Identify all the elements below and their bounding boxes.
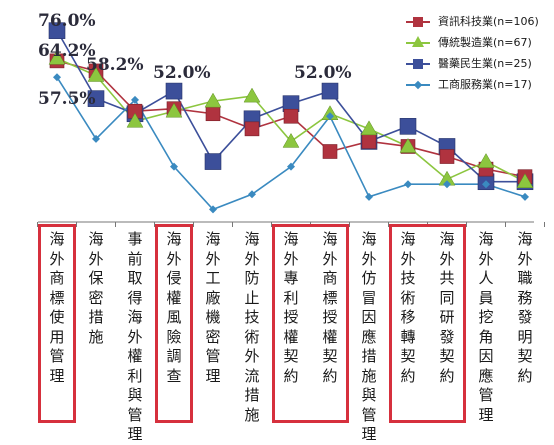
data-point-s3-10	[443, 180, 451, 189]
data-point-s2-7	[321, 82, 339, 100]
data-point-s3-0	[53, 73, 61, 82]
data-point-s3-5	[248, 190, 256, 199]
line-chart: 76.0% 64.2%58.2% 57.5% 52.0% 52.0%	[37, 11, 545, 227]
data-point-s2-4	[204, 153, 222, 170]
value-annotation: 52.0%	[294, 63, 352, 83]
data-point-s2-0	[48, 22, 66, 39]
data-point-s1-6	[282, 132, 300, 148]
data-point-s2-1	[87, 90, 105, 107]
category-label: 海外技術移轉契約	[400, 230, 416, 385]
legend-item: 工商服務業(n=17)	[402, 76, 552, 97]
highlight-box	[272, 224, 349, 423]
data-point-s1-12	[516, 173, 534, 188]
legend-label: 工商服務業(n=17)	[438, 78, 532, 91]
category-label: 海外侵權風險調查	[166, 230, 182, 385]
data-point-s3-7	[326, 112, 334, 121]
legend-item: 資訊科技業(n=106)	[402, 13, 552, 34]
data-point-s2-3	[165, 82, 183, 100]
category-label: 海外共同研發契約	[439, 230, 455, 385]
category-label: 海外人員挖角因應管理	[478, 230, 494, 424]
data-point-s0-8	[361, 134, 377, 149]
data-point-s0-7	[322, 144, 338, 159]
category-label: 事前取得海外權利與管理	[127, 230, 143, 443]
data-point-s3-3	[170, 162, 178, 171]
value-annotation: 57.5%	[38, 89, 96, 109]
highlight-box	[38, 224, 76, 423]
data-point-s1-9	[399, 137, 417, 153]
category-label: 海外防止技術外流措施	[244, 230, 260, 424]
legend-label: 資訊科技業(n=106)	[438, 15, 539, 28]
data-point-s1-5	[243, 87, 261, 103]
data-point-s3-11	[482, 180, 490, 189]
category-label: 海外職務發明契約	[517, 230, 533, 385]
highlight-box	[155, 224, 193, 423]
data-point-s3-8	[365, 192, 373, 201]
legend-marker	[412, 36, 424, 47]
data-point-s3-9	[404, 180, 412, 189]
value-annotation: 58.2%	[86, 55, 144, 75]
data-point-s1-0	[48, 49, 66, 65]
legend-marker	[413, 59, 423, 69]
series-markers	[48, 22, 534, 214]
category-label: 海外保密措施	[88, 230, 104, 346]
category-label: 海外商標使用管理	[49, 230, 65, 385]
data-point-s1-4	[204, 92, 222, 108]
legend-label: 醫藥民生業(n=25)	[438, 57, 532, 70]
category-label: 海外仿冒因應措施與管理	[361, 230, 377, 443]
data-point-s1-3	[165, 102, 183, 118]
x-axis-ticks	[37, 222, 545, 227]
data-point-s2-9	[399, 118, 417, 135]
legend-marker	[413, 17, 423, 27]
category-label: 海外商標授權契約	[322, 230, 338, 385]
legend-marker	[413, 80, 423, 90]
category-label: 海外專利授權契約	[283, 230, 299, 385]
legend-item: 醫藥民生業(n=25)	[402, 55, 552, 76]
data-point-s0-4	[205, 106, 221, 122]
annotations: 76.0% 64.2%58.2% 57.5% 52.0% 52.0%	[38, 11, 352, 109]
data-point-s3-12	[521, 192, 529, 201]
data-point-s3-1	[92, 134, 100, 143]
data-point-s3-2	[131, 95, 139, 104]
data-point-s3-4	[209, 205, 217, 214]
data-point-s1-11	[477, 153, 495, 168]
data-point-s1-8	[360, 120, 378, 136]
data-point-s0-6	[283, 108, 299, 124]
data-point-s3-6	[287, 162, 295, 171]
value-annotation: 52.0%	[153, 63, 211, 83]
legend: 資訊科技業(n=106) 傳統製造業(n=67) 醫藥民生業(n=25) 工商服務業(…	[402, 13, 552, 97]
legend-item: 傳統製造業(n=67)	[402, 34, 552, 55]
legend-label: 傳統製造業(n=67)	[438, 36, 532, 49]
data-point-s0-5	[244, 121, 260, 137]
data-point-s1-2	[126, 112, 144, 128]
highlight-box	[389, 224, 466, 423]
category-label: 海外工廠機密管理	[205, 230, 221, 385]
value-annotation: 76.0%	[38, 11, 96, 31]
data-point-s0-10	[439, 149, 455, 164]
data-point-s1-1	[87, 66, 105, 82]
value-annotation: 64.2%	[38, 41, 96, 61]
